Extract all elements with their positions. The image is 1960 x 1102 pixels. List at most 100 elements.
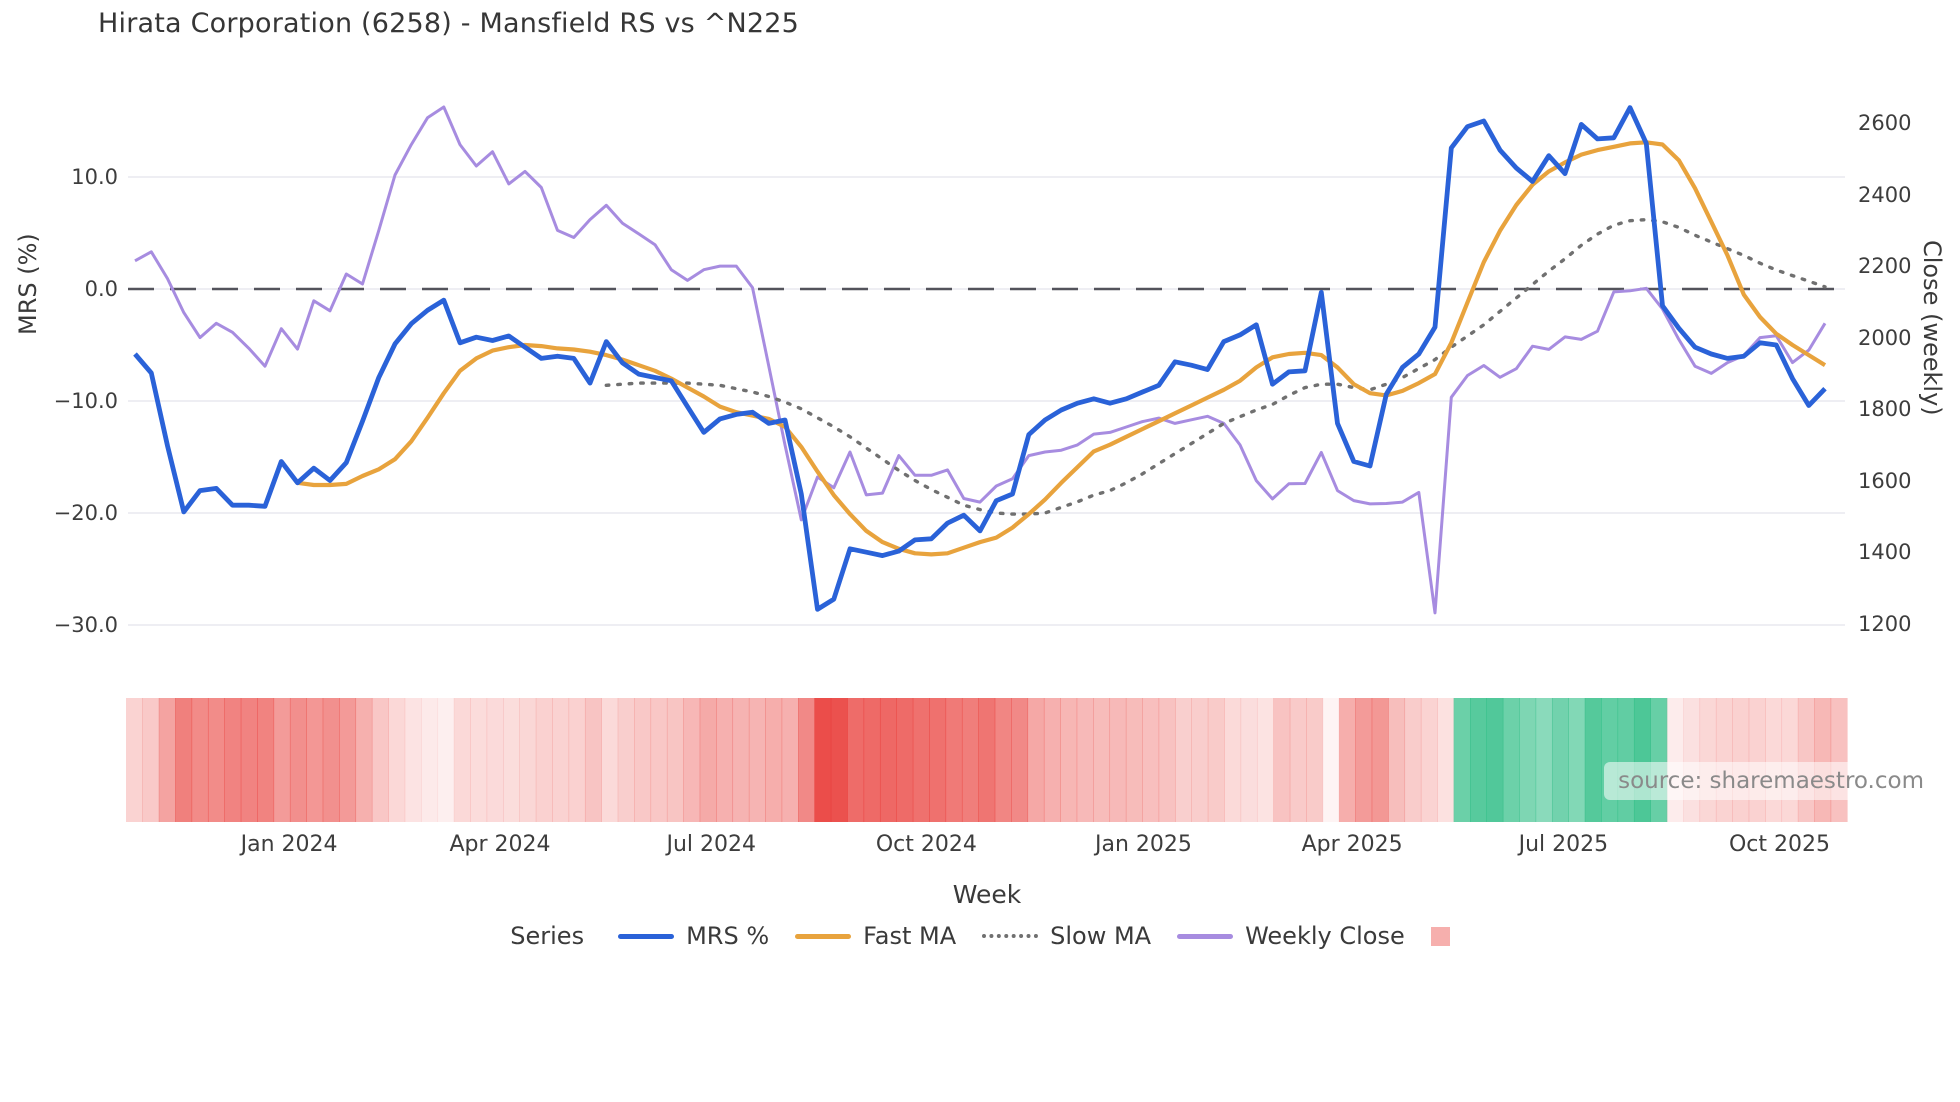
chart-title: Hirata Corporation (6258) - Mansfield RS… [98,8,800,39]
heatmap-week-cell [912,698,930,822]
heatmap-week-cell [1437,698,1455,822]
heatmap-week-cell [453,698,471,822]
y-right-tick-label: 2600 [1858,111,1912,136]
legend-item-fast-ma: Fast MA [795,922,956,950]
heatmap-week-cell [830,698,848,822]
heatmap-week-cell [322,698,340,822]
heatmap-week-cell [994,698,1012,822]
heatmap-week-cell [1502,698,1520,822]
legend-title: Series [510,922,585,950]
heatmap-week-cell [1109,698,1127,822]
legend-line-swatch-icon [795,933,852,939]
heatmap-week-cell [961,698,979,822]
legend-item-label: Slow MA [1050,922,1152,950]
heatmap-week-cell [1142,698,1160,822]
heatmap-week-cell [634,698,652,822]
heatmap-legend-swatch-icon [1430,926,1450,946]
heatmap-week-cell [257,698,275,822]
heatmap-week-cell [306,698,324,822]
heatmap-week-cell [486,698,504,822]
heatmap-week-cell [388,698,406,822]
y-right-tick-label: 1200 [1858,611,1912,636]
heatmap-week-cell [1011,698,1029,822]
heatmap-week-cell [1256,698,1274,822]
heatmap-week-cell [1732,698,1750,822]
heatmap-week-cell [568,698,586,822]
y-right-tick-label: 1600 [1858,468,1912,493]
heatmap-week-cell [765,698,783,822]
x-tick-label: Apr 2025 [1301,832,1403,857]
x-tick-label: Apr 2024 [449,832,551,857]
x-tick-label: Jul 2024 [666,832,756,857]
y-left-tick-label: −20.0 [53,501,118,525]
heatmap-week-cell [126,698,143,822]
heatmap-week-cell [502,698,520,822]
heatmap-week-cell [1535,698,1553,822]
heatmap-week-cell [781,698,799,822]
y-left-tick-label: −10.0 [53,389,118,413]
heatmap-week-cell [289,698,307,822]
legend-line-swatch-icon [982,934,1039,938]
heatmap-week-cell [929,698,947,822]
x-axis-title: Week [952,880,1022,909]
x-tick-label: Jan 2025 [1095,832,1192,857]
heatmap-week-cell [1568,698,1586,822]
y-right-tick-label: 2000 [1858,325,1912,350]
legend-item-label: MRS % [686,922,770,950]
heatmap-week-cell [1715,698,1733,822]
heatmap-week-cell [1453,698,1471,822]
heatmap-week-cell [535,698,553,822]
heatmap-week-cell [1306,698,1324,822]
x-tick-label: Oct 2024 [875,832,977,857]
heatmap-week-cell [1388,698,1406,822]
heatmap-week-cell [1174,698,1192,822]
heatmap-week-cell [1093,698,1111,822]
weekly-close-line [134,105,1827,615]
heatmap-week-cell [798,698,815,822]
x-tick-label: Jan 2024 [240,832,338,857]
y-left-tick-label: −30.0 [53,613,118,637]
heatmap-week-cell [191,698,209,822]
heatmap-week-cell [1666,698,1684,822]
heatmap-week-cell [1633,698,1651,822]
heatmap-week-cell [601,698,619,822]
x-tick-label: Jul 2025 [1518,832,1609,857]
heatmap-week-cell [1650,698,1668,822]
heatmap-week-cell [683,698,701,822]
slow-ma-line [604,217,1827,516]
heatmap-week-cell [355,698,373,822]
heatmap-week-cell [175,698,193,822]
heatmap-week-cell [339,698,357,822]
heatmap-week-cell [1765,698,1783,822]
heatmap-week-cell [224,698,242,822]
legend-item-heatmap [1430,926,1450,946]
heatmap-week-cell [945,698,963,822]
y-right-axis-title: Close (weekly) [1918,240,1946,416]
heatmap-week-cell [1322,698,1340,822]
heatmap-week-cell [1551,698,1569,822]
heatmap-week-cell [421,698,439,822]
heatmap-week-cell [1125,698,1143,822]
heatmap-week-cell [584,698,602,822]
heatmap-week-cell [617,698,635,822]
heatmap-week-cell [1699,698,1717,822]
y-left-tick-label: 10.0 [71,165,118,189]
heatmap-week-cell [552,698,570,822]
legend-line-swatch-icon [618,933,675,939]
mrs-line [133,105,1827,612]
heatmap-week-cell [1240,698,1258,822]
y-right-tick-label: 2400 [1858,182,1912,207]
source-credit: source: sharemaestro.com [1604,762,1938,800]
heatmap-week-cell [1371,698,1389,822]
heatmap-week-cell [1748,698,1766,822]
heatmap-week-cell [1814,698,1832,822]
y-left-tick-label: 0.0 [84,277,118,301]
heatmap-week-cell [732,698,750,822]
legend: Series MRS % Fast MA Slow MA Weekly Close [0,922,1960,950]
legend-item-mrs-: MRS % [618,922,769,950]
y-left-axis-title: MRS (%) [14,233,42,335]
y-right-tick-label: 1400 [1858,540,1912,565]
heatmap-week-cell [1830,698,1848,822]
y-right-tick-label: 1800 [1858,397,1912,422]
